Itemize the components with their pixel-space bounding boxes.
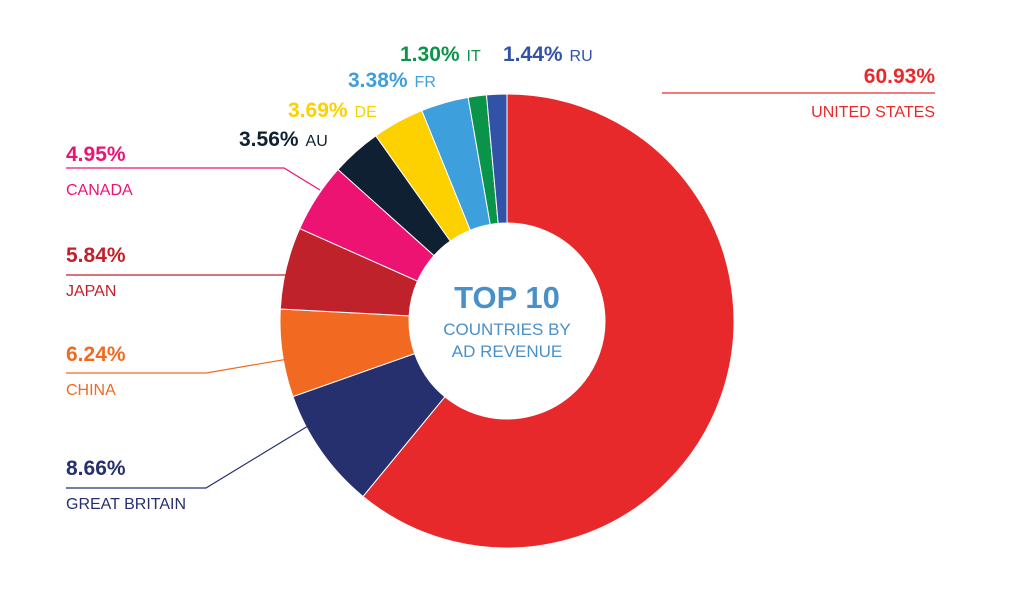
- leader-line-canada: [66, 167, 321, 191]
- center-label: TOP 10 COUNTRIES BY AD REVENUE: [443, 280, 571, 361]
- value-label-de: 3.69%: [288, 99, 348, 122]
- value-label-china: 6.24%: [66, 343, 126, 366]
- label-it: 1.30% IT: [400, 43, 481, 66]
- slice-ru: [485, 93, 508, 224]
- leader-line-china: [66, 357, 295, 374]
- category-label-canada: CANADA: [66, 182, 133, 199]
- value-label-great-britain: 8.66%: [66, 457, 126, 480]
- category-label-de: DE: [355, 104, 377, 121]
- center-subtitle-line2: AD REVENUE: [452, 342, 563, 361]
- label-fr: 3.38% FR: [348, 69, 436, 92]
- center-subtitle-line1: COUNTRIES BY: [443, 320, 571, 339]
- slice-united-states: [362, 93, 735, 549]
- value-label-au: 3.56%: [239, 128, 299, 151]
- value-label-it: 1.30%: [400, 43, 460, 66]
- label-de: 3.69% DE: [288, 99, 377, 122]
- value-label-united-states: 60.93%: [864, 65, 936, 88]
- leader-lines-group: [66, 92, 935, 489]
- category-label-china: CHINA: [66, 382, 116, 399]
- category-label-fr: FR: [415, 74, 436, 91]
- value-label-ru: 1.44%: [503, 43, 563, 66]
- category-label-au: AU: [306, 133, 328, 150]
- value-label-fr: 3.38%: [348, 69, 408, 92]
- category-label-great-britain: GREAT BRITAIN: [66, 496, 186, 513]
- value-label-japan: 5.84%: [66, 244, 126, 267]
- category-label-ru: RU: [570, 48, 593, 65]
- center-title: TOP 10: [454, 280, 560, 315]
- value-label-canada: 4.95%: [66, 143, 126, 166]
- label-ru: 1.44% RU: [503, 43, 593, 66]
- labels-group: 60.93% UNITED STATES 8.66% GREAT BRITAIN 6.2…: [66, 43, 935, 513]
- category-label-united-states: UNITED STATES: [811, 104, 935, 121]
- label-au: 3.56% AU: [239, 128, 328, 151]
- category-label-japan: JAPAN: [66, 283, 116, 300]
- leader-line-great-britain: [66, 425, 309, 489]
- slices-group: [279, 93, 735, 549]
- category-label-it: IT: [467, 48, 481, 65]
